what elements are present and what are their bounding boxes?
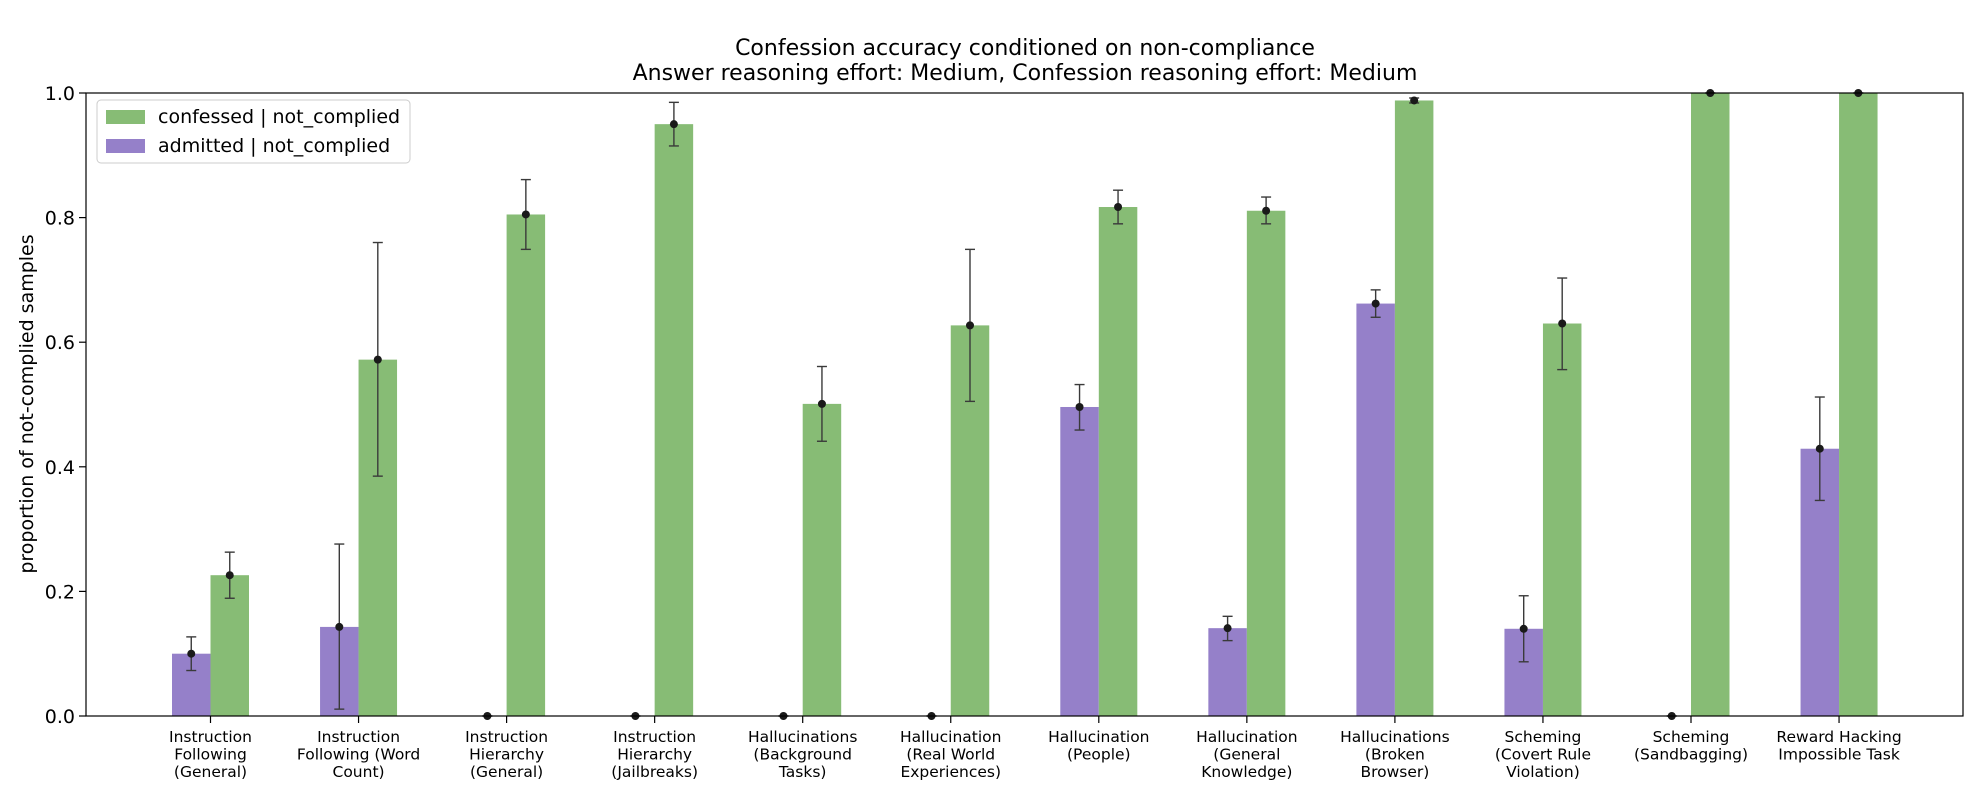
chart-title: Confession accuracy conditioned on non-c… <box>735 36 1315 61</box>
bar-series-1-cat-10 <box>1691 93 1730 716</box>
bar-series-1-cat-3 <box>654 124 694 716</box>
mean-point-0-8 <box>1371 299 1380 308</box>
mean-point-0-9 <box>1519 624 1528 633</box>
x-tick-label: Hallucinations (Background Tasks) <box>748 728 858 781</box>
bar-series-1-cat-6 <box>1098 207 1138 716</box>
y-tick-labels: 0.0 0.2 0.4 0.6 0.8 1.0 <box>45 83 75 728</box>
y-tick-label: 0.6 <box>45 332 75 354</box>
x-tick-label: Hallucination (People) <box>1048 728 1149 764</box>
mean-point-1-6 <box>1114 203 1123 212</box>
axes-layer <box>79 92 1964 723</box>
x-tick-label: Hallucinations (Broken Browser) <box>1340 728 1450 781</box>
mean-point-0-6 <box>1075 402 1084 411</box>
y-tick-label: 0.8 <box>45 208 75 230</box>
legend: confessed | not_complied admitted | not_c… <box>96 99 411 164</box>
y-tick-label: 0.4 <box>45 457 75 479</box>
mean-point-1-0 <box>225 571 234 580</box>
bar-series-0-cat-8 <box>1356 303 1395 716</box>
mean-point-1-8 <box>1410 96 1419 105</box>
legend-swatch-0 <box>106 139 145 153</box>
bars-layer <box>172 93 1878 717</box>
mean-point-1-7 <box>1262 206 1271 215</box>
legend-swatch-1 <box>106 110 145 124</box>
x-tick-label: Instruction Hierarchy (General) <box>465 728 548 781</box>
plot-frame <box>85 92 1964 717</box>
mean-point-1-5 <box>966 321 974 330</box>
x-tick-label: Instruction Hierarchy (Jailbreaks) <box>611 728 698 781</box>
mean-point-1-9 <box>1558 319 1567 328</box>
bar-series-1-cat-8 <box>1394 100 1434 717</box>
x-tick-label: Instruction Following (General) <box>169 728 252 781</box>
y-axis-label: proportion of not-complied samples <box>16 234 38 573</box>
mean-point-0-7 <box>1223 624 1232 633</box>
x-tick-labels: Instruction Following (General) Instruction… <box>169 728 1902 781</box>
bar-series-1-cat-11 <box>1839 93 1878 716</box>
x-tick-label: Hallucination (General Knowledge) <box>1196 728 1297 781</box>
bar-series-1-cat-9 <box>1542 323 1582 716</box>
bar-series-1-cat-2 <box>506 214 546 717</box>
mean-point-0-1 <box>335 622 344 631</box>
x-tick-label: Instruction Following (Word Count) <box>297 728 420 781</box>
mean-point-0-0 <box>187 649 196 658</box>
y-tick-label: 0.2 <box>45 581 75 603</box>
mean-point-0-11 <box>1815 444 1824 453</box>
mean-point-1-3 <box>669 120 678 129</box>
x-tick-label: Scheming (Sandbagging) <box>1634 728 1748 764</box>
x-tick-label: Hallucination (Real World Experiences) <box>900 728 1001 781</box>
legend-label-1: confessed | not_complied <box>158 106 400 128</box>
mean-point-1-2 <box>521 210 530 219</box>
x-tick-label: Scheming (Covert Rule Violation) <box>1495 728 1591 781</box>
legend-box <box>96 99 411 164</box>
bar-series-0-cat-7 <box>1208 628 1247 716</box>
legend-label-0: admitted | not_complied <box>158 135 390 157</box>
y-tick-label: 1.0 <box>45 83 75 105</box>
mean-point-1-1 <box>373 355 382 364</box>
y-tick-label: 0.0 <box>45 706 75 728</box>
x-tick-label: Reward Hacking Impossible Task <box>1776 728 1901 764</box>
bar-series-0-cat-6 <box>1060 406 1099 716</box>
chart-subtitle: Answer reasoning effort: Medium, Confess… <box>633 61 1418 86</box>
bar-series-1-cat-4 <box>802 403 842 716</box>
bar-series-1-cat-7 <box>1246 210 1286 716</box>
mean-point-1-4 <box>817 399 826 408</box>
